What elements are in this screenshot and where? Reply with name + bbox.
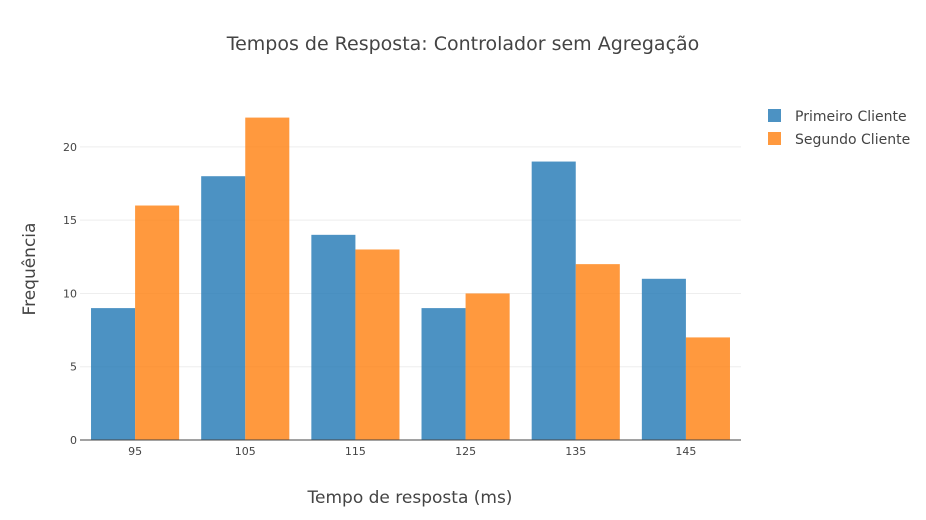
x-tick-label: 95 [128, 445, 142, 458]
bar-primeiro-135[interactable] [531, 161, 576, 440]
y-tick-label: 15 [63, 214, 77, 227]
bar-segundo-105[interactable] [245, 117, 290, 440]
x-tick-label: 145 [675, 445, 696, 458]
x-tick-label: 125 [455, 445, 476, 458]
bar-segundo-95[interactable] [135, 205, 180, 440]
bar-segundo-135[interactable] [575, 264, 620, 440]
bar-segundo-115[interactable] [355, 249, 400, 440]
bar-segundo-125[interactable] [465, 293, 510, 440]
x-axis-title: Tempo de resposta (ms) [307, 488, 513, 508]
legend[interactable]: Primeiro Cliente Segundo Cliente [768, 109, 910, 148]
bar-primeiro-145[interactable] [641, 278, 686, 440]
y-axis-title: Frequência [20, 223, 40, 316]
bar-primeiro-115[interactable] [311, 234, 356, 440]
bars [91, 117, 730, 440]
y-tick-label: 0 [70, 434, 77, 447]
bar-primeiro-105[interactable] [201, 176, 246, 440]
legend-item[interactable]: Segundo Cliente [768, 132, 910, 148]
bar-primeiro-125[interactable] [421, 308, 466, 440]
x-tick-label: 115 [345, 445, 366, 458]
x-tick-label: 135 [565, 445, 586, 458]
y-tick-label: 20 [63, 141, 77, 154]
x-tick-labels: 95 105 115 125 135 145 [128, 445, 696, 458]
bar-segundo-145[interactable] [685, 337, 730, 440]
legend-label: Segundo Cliente [795, 132, 910, 148]
legend-swatch [768, 109, 781, 122]
y-tick-label: 5 [70, 361, 77, 374]
legend-label: Primeiro Cliente [795, 109, 907, 125]
bar-primeiro-95[interactable] [91, 308, 136, 440]
legend-swatch [768, 132, 781, 145]
legend-item[interactable]: Primeiro Cliente [768, 109, 907, 125]
y-tick-label: 10 [63, 287, 77, 300]
y-tick-labels: 0 5 10 15 20 [63, 141, 77, 447]
gridlines [80, 146, 741, 368]
x-tick-label: 105 [235, 445, 256, 458]
chart-title: Tempos de Resposta: Controlador sem Agre… [226, 33, 700, 55]
